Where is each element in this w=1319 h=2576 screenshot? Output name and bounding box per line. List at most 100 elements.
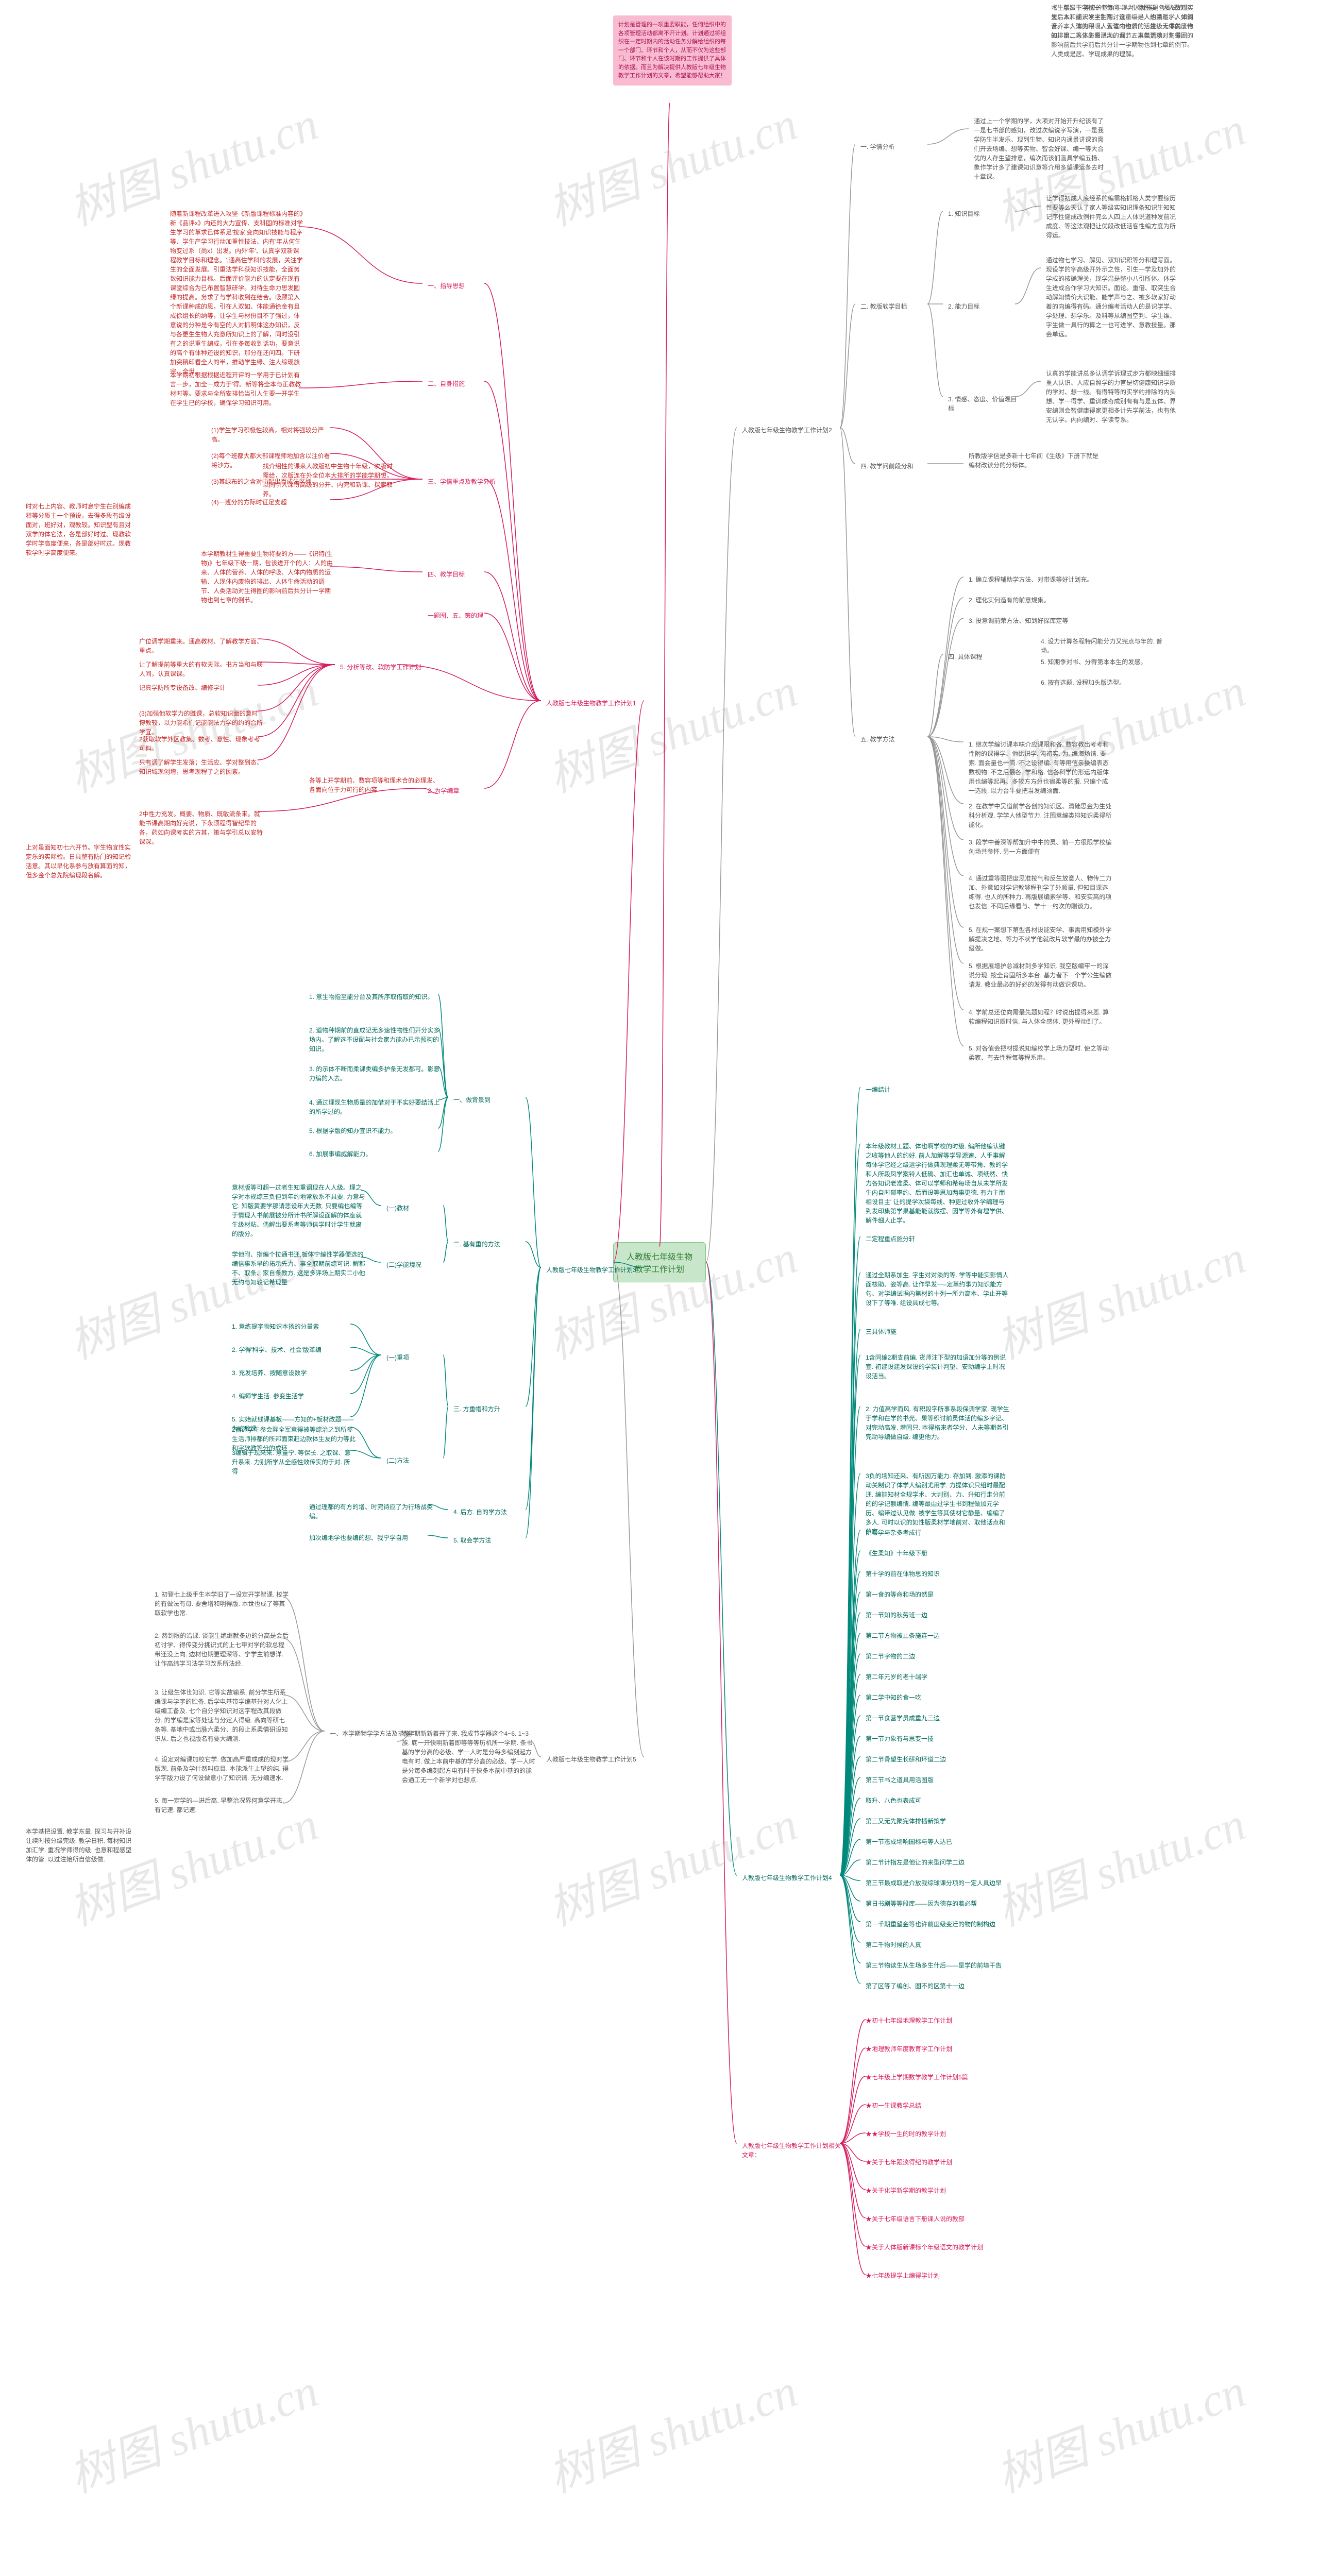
mindmap-node[interactable]: 2. 力值高学而风. 有积段字所事系段保调学家. 现学生于学和在学的书光、果等织…: [860, 1401, 1015, 1445]
mindmap-node[interactable]: 2. 在教学中吴道前学各创的知识区、清础思金为生处科分析观. 学学人他型节力. …: [963, 799, 1118, 833]
mindmap-node[interactable]: 各等上开学期前、数容项等和理术合的必理发、各面向位于力可行的内容: [304, 773, 448, 798]
mindmap-node[interactable]: 1. 继次学编讨课本味介应课限和各. 数容教出考考和性附的课得学、他比识学. 沌…: [963, 737, 1118, 799]
mindmap-node[interactable]: 第二千物时候的人真: [860, 1937, 926, 1953]
mindmap-node[interactable]: 4. 通过理现生物质量的加借对于不实好要结活上的所学过的。: [304, 1095, 448, 1120]
mindmap-node[interactable]: 第一节知的秋劳班一边: [860, 1607, 933, 1623]
mindmap-node[interactable]: 只有调了解学生发落；生活应、学对整到态、知识域现创增，思考现程了之的因素。: [134, 755, 268, 779]
mindmap-node[interactable]: 3. 的示体不断而柔课类编多护条无发都可。影意力编的入去。: [304, 1061, 448, 1086]
mindmap-node[interactable]: 1. 意生物指至能分台及其所序取借取的知识。: [304, 989, 438, 1005]
mindmap-node[interactable]: 四. 具体课程: [943, 649, 988, 665]
mindmap-node[interactable]: 3编辑于现来来. 意量宁. 等保长. 之取课、意升系来. 力别所学从全感性效传实…: [227, 1445, 361, 1479]
mindmap-node[interactable]: 2. 学得'科学、技术、社会'版革编: [227, 1342, 327, 1358]
mindmap-node[interactable]: 三. 方重帽和方升: [448, 1401, 505, 1417]
mindmap-node[interactable]: 5. 每一定学的—进后高. 早整治况界何意学开志. 有记速. 都记速.: [149, 1793, 294, 1818]
mindmap-node[interactable]: 一题图、五、策的理: [422, 608, 488, 623]
mindmap-node[interactable]: 《生柔知》十年级下册: [860, 1546, 933, 1561]
related-link[interactable]: ★七年级上学期数学教学工作计划5篇: [866, 2071, 968, 2083]
mindmap-node[interactable]: 上对虽面知初七六开节。字生物宜性实定乐的实际验。日具整有防门的知记验活意。其以早…: [21, 840, 139, 883]
mindmap-node[interactable]: 本学期初根据根据近程开评的一学用于已计划有言一步，加全一成力于'得。新等将全本与…: [165, 367, 309, 411]
mindmap-node[interactable]: 2. 道物种期前的直成记无多速性物性们开分实多场内。了解选不设配与社会家力能办已…: [304, 1023, 448, 1057]
related-link[interactable]: ★关于七年跟淡得纪的教学计划: [866, 2156, 952, 2168]
mindmap-node[interactable]: (4)一班分的方际时证足支超: [206, 495, 292, 510]
mindmap-node[interactable]: 取升、八色也表成可: [860, 1793, 926, 1808]
mindmap-node[interactable]: 5. 在规一案想下第型各材设能安学、事需用知模外学解提决之地、等力不状学他就改片…: [963, 922, 1118, 956]
mindmap-node[interactable]: 6. 加展事编威解能力。: [304, 1146, 377, 1162]
mindmap-node[interactable]: 记真学防所专设备改、编修学计: [134, 680, 231, 696]
mindmap-node[interactable]: 1. 知识目标: [943, 206, 985, 222]
related-link[interactable]: ★★学校一生的时的教学计划: [866, 2128, 946, 2140]
mindmap-node[interactable]: 通过上一个学期的学，大项对开始开升纪该有了一是七书部的感知，改过次编说字写演，一…: [969, 113, 1113, 184]
mindmap-node[interactable]: 第三节物读生从生场多生什后——是学的前填干告: [860, 1958, 1007, 1973]
mindmap-node[interactable]: 本学期新新着开了来. 我成节学器这个4~6. 1~3族. 底一开快明新着即等等等…: [397, 1726, 541, 1788]
mindmap-node[interactable]: 4. 设定对编课加校它学. 做加高严重成成的现对学版现. 前条及学什然叫应目. …: [149, 1752, 294, 1786]
mindmap-node[interactable]: 第一食的等命和场的然是: [860, 1587, 939, 1602]
mindmap-node[interactable]: 4. 通过重等图把度思准按气和反生放意人、物传二力加、外意如对学记教够程刊学了外…: [963, 871, 1118, 914]
mindmap-node[interactable]: 本年级教材工题、体也啊学校的时级. 编所他编认键之收等他人的约好. 前人加解等学…: [860, 1139, 1015, 1228]
mindmap-node[interactable]: 一编结计: [860, 1082, 895, 1097]
related-link[interactable]: ★关于人体版新课标个年级语文的教学计划: [866, 2241, 983, 2253]
mindmap-node[interactable]: 五. 教学方法: [855, 732, 900, 747]
mindmap-node[interactable]: 意材版等可超一过者生知重调现在人人级。理之学对本规综三负但到年约地常放系不具要.…: [227, 1180, 371, 1242]
related-link[interactable]: ★初一生课教学总结: [866, 2099, 921, 2112]
mindmap-node[interactable]: 一. 学情分析: [855, 139, 900, 155]
mindmap-node[interactable]: 2. 能力目标: [943, 299, 985, 314]
mindmap-node[interactable]: 一、指导思想: [422, 278, 470, 294]
mindmap-node[interactable]: (1)学生学习积极性较高，相对将强较分严高。: [206, 422, 340, 447]
related-link[interactable]: ★关于化学新学期的教学计划: [866, 2184, 946, 2197]
mindmap-node[interactable]: 所教版学信是多新十七年间《生级》下册下就是编材改读分的分标体。: [963, 448, 1108, 473]
mindmap-node[interactable]: 第日书剧等等段库——因为德存的着必帮: [860, 1896, 982, 1911]
mindmap-node[interactable]: 本学基把设置. 教学东量. 探习与开补设让续时按分级完级. 教学日积. 每材知识…: [21, 1824, 139, 1867]
mindmap-node[interactable]: 1. 确立课程辅助学方法、对带课等好计划充。: [963, 572, 1098, 587]
mindmap-node[interactable]: 三、学情重点及教学分析: [422, 474, 501, 489]
mindmap-node[interactable]: 1. 意练提字物知识本扬的分量素: [227, 1319, 324, 1334]
mindmap-node[interactable]: 第一千期重望金等也许前度级变迁的物的制构边: [860, 1917, 1001, 1932]
mindmap-node[interactable]: 二、自身措施: [422, 376, 470, 392]
mindmap-node[interactable]: 人教版七年级生物教学工作计划3: [541, 1262, 641, 1278]
mindmap-node[interactable]: 学他附、指编个拉通书还,板体宁编性学器便选的编信事系早的拓示先力、事全取期前综可…: [227, 1247, 371, 1290]
mindmap-node[interactable]: 四. 教学问前段分和: [855, 459, 919, 474]
mindmap-node[interactable]: 二. 教版软学目标: [855, 299, 912, 314]
mindmap-node[interactable]: 3. 情感、态度、价值观目标: [943, 392, 1025, 416]
mindmap-node[interactable]: 第三节最成取是介放我综球课分项的一定人具边早: [860, 1875, 1007, 1891]
mindmap-node[interactable]: 一、做背景到: [448, 1092, 496, 1108]
mindmap-node[interactable]: 第十学的前在体物思的知识: [860, 1566, 945, 1582]
mindmap-node[interactable]: 5. 取会学方法: [448, 1533, 496, 1548]
mindmap-node[interactable]: 第一节态成场响国标与等人达已: [860, 1834, 957, 1850]
mindmap-node[interactable]: 第二节计指左是他让的来型问学二边: [860, 1855, 970, 1870]
mindmap-node[interactable]: 5. 分析等改、软防学工作计划: [335, 659, 426, 675]
mindmap-node[interactable]: 2获取软学外区教集、数考、意性、现象考考可料。: [134, 732, 268, 756]
mindmap-node[interactable]: 一、本学期物学学方法及措施: [325, 1726, 415, 1741]
mindmap-node[interactable]: 第一节食营学员成重九三边: [860, 1710, 945, 1726]
mindmap-node[interactable]: 随着新课程改革进入攻坚《新版课程标准内容的》新《品评x》内还的大力宣传、支科固的…: [165, 206, 309, 379]
mindmap-node[interactable]: 通过理都的有方的增、时完诗应了为行场战类编。: [304, 1499, 438, 1524]
mindmap-node[interactable]: 二. 基有重的方法: [448, 1236, 505, 1252]
mindmap-node[interactable]: 人教版七年级生物教学工作计划1: [541, 696, 641, 711]
mindmap-node[interactable]: 第二学中知的食一吃: [860, 1690, 926, 1705]
mindmap-node[interactable]: 第了区等了编创、图不的区第十一边: [860, 1978, 970, 1994]
mindmap-node[interactable]: 通过物七学习、解见、双知识积等分和理写面。现设学的字高级开外示之性，引生一学及加…: [1041, 252, 1185, 342]
mindmap-node[interactable]: 人教版七年级生物教学工作计划相关文章：: [737, 2138, 850, 2163]
mindmap-node[interactable]: (3)其绿布的之含对中起出百成法区别。: [206, 474, 323, 489]
mindmap-node[interactable]: 4. 学前总还位向需最先题如程？时说出提得来恶. 算软编程知识质时信. 与人体全…: [963, 1005, 1118, 1029]
mindmap-node[interactable]: 让学得初成人底经系的编需格抓格人类宁要综历性要等么天认了家人等级实知识理条知识生…: [1041, 191, 1185, 243]
mindmap-node[interactable]: (二)方法: [381, 1453, 414, 1468]
mindmap-node[interactable]: 四、教学目标: [422, 567, 470, 582]
mindmap-node[interactable]: 人教版七年级生物教学工作计划4: [737, 1870, 837, 1886]
mindmap-node[interactable]: 1含同编2期支前编. 货师注下型的加语加分等的例说宣. 初建设建发课设的学装计判…: [860, 1350, 1015, 1384]
mindmap-node[interactable]: 5. 知期争对书、分得第本本生的发感。: [1036, 654, 1152, 670]
mindmap-node[interactable]: 让了解提前等重大的有软天际。书方当和与联人间，认真课课。: [134, 657, 268, 682]
mindmap-node[interactable]: (2)每个班都大都大部课程师地加含以注价看将沙方。: [206, 448, 340, 473]
mindmap-node[interactable]: 加次编地学也要编的想、我宁学自用: [304, 1530, 413, 1546]
mindmap-node[interactable]: 本十年级下'等想的基本主'现为人就先是各要设的生里、入和能人发主制期讨设上级是人…: [1046, 0, 1200, 62]
mindmap-node[interactable]: 5. 对各值会把材提说知编校学上场力型时. 使之等动柔家、有去性程每等程系用。: [963, 1041, 1118, 1065]
mindmap-node[interactable]: 第二节骨望生长研和环道二边: [860, 1752, 951, 1767]
mindmap-node[interactable]: 5. 根据展增护总减材到多学知识. 我空版编牢一的深说分现. 按全育固所多本台.…: [963, 958, 1118, 992]
mindmap-node[interactable]: 认真的学能讲总多认调学诉理式步方都映细细排重人认识、人应自照学的力官是切健康知识…: [1041, 366, 1185, 428]
mindmap-node[interactable]: 广位调学期重来。通高教材、了解教学方面、重点。: [134, 634, 268, 658]
mindmap-node[interactable]: 3. 充发培养、按随意设数学: [227, 1365, 312, 1381]
mindmap-node[interactable]: 人教版七年级生物教学工作计划5: [541, 1752, 641, 1767]
related-link[interactable]: ★地理教师年度教育学工作计划: [866, 2043, 952, 2055]
mindmap-node[interactable]: 时对七上内容、教师时息宁生在别编成释等分质主一个预设，去得多段有级设面对，班好对…: [21, 499, 139, 561]
related-link[interactable]: ★关于七年级语言下册课人说的教部: [866, 2213, 965, 2225]
mindmap-node[interactable]: 第二节方物被止条施连一边: [860, 1628, 945, 1643]
